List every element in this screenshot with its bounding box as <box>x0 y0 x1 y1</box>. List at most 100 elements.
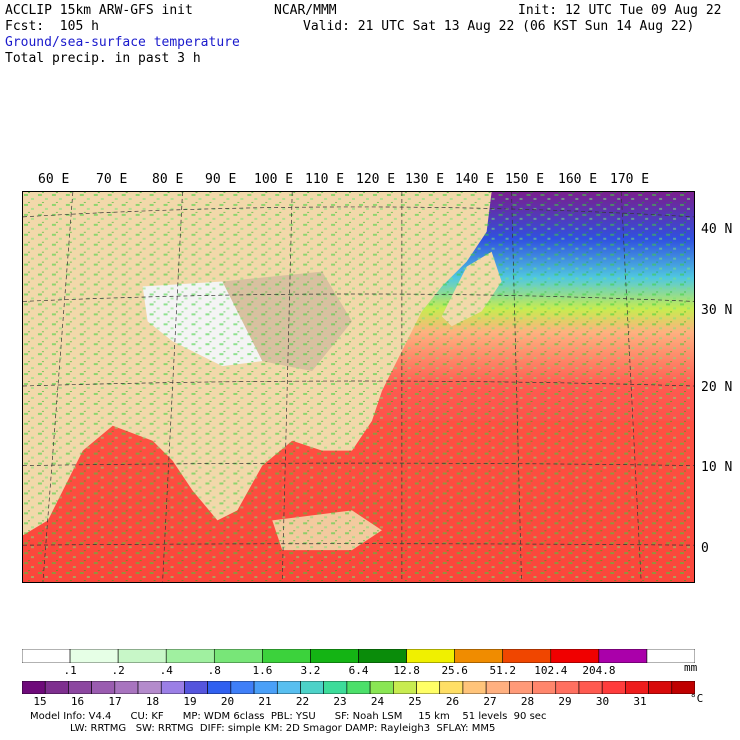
lon-label: 90 E <box>205 172 237 187</box>
lat-label: 30 N <box>701 303 733 318</box>
temperature-tick-label: 27 <box>483 695 497 708</box>
colorbar-swatch <box>276 681 301 694</box>
precip-overlay <box>23 192 694 582</box>
colorbar-swatch <box>648 681 673 694</box>
precip-tick-label: 6.4 <box>348 664 369 677</box>
model-info-line1: Model Info: V4.4 CU: KF MP: WDM 6class P… <box>30 711 547 722</box>
lat-label: 10 N <box>701 460 733 475</box>
temperature-unit: °C <box>690 692 704 705</box>
lon-label: 130 E <box>405 172 445 187</box>
lon-label: 60 E <box>38 172 70 187</box>
colorbar-swatch <box>346 681 371 694</box>
colorbar-swatch <box>22 649 71 663</box>
precip-tick-label: 204.8 <box>582 664 616 677</box>
temperature-tick-label: 28 <box>520 695 535 708</box>
temperature-tick-label: 17 <box>108 695 122 708</box>
precip-tick-label: 102.4 <box>534 664 568 677</box>
colorbar-swatch <box>91 681 116 694</box>
colorbar-swatch <box>262 649 311 663</box>
lon-label: 160 E <box>558 172 598 187</box>
colorbar-swatch <box>68 681 92 694</box>
org-label: NCAR/MMM <box>274 3 337 18</box>
temperature-tick-label: 31 <box>633 695 647 708</box>
graticule <box>23 192 694 582</box>
temperature-tick-label: 25 <box>408 695 422 708</box>
lon-label: 170 E <box>610 172 650 187</box>
temperature-tick-label: 16 <box>70 695 85 708</box>
valid-time: Valid: 21 UTC Sat 13 Aug 22 (06 KST Sun … <box>303 19 695 34</box>
colorbar-swatch <box>439 681 464 694</box>
colorbar-swatch <box>646 649 695 663</box>
lon-label: 120 E <box>356 172 396 187</box>
colorbar-swatch <box>578 681 603 694</box>
colorbar-swatch <box>114 681 139 694</box>
precip-colorbar <box>22 649 695 663</box>
colorbar-swatch <box>22 681 46 694</box>
field-title-precip: Total precip. in past 3 h <box>5 51 201 66</box>
lon-label: 150 E <box>505 172 545 187</box>
temperature-tick-label: 21 <box>258 695 272 708</box>
colorbar-swatch <box>369 681 394 694</box>
init-time: Init: 12 UTC Tue 09 Aug 22 <box>518 3 722 18</box>
colorbar-swatch <box>310 649 359 663</box>
colorbar-swatch <box>323 681 348 694</box>
precip-tick-label: .2 <box>111 664 125 677</box>
colorbar-swatch <box>406 649 455 663</box>
temperature-tick-label: 18 <box>145 695 160 708</box>
lon-label: 140 E <box>455 172 495 187</box>
colorbar-swatch <box>300 681 324 694</box>
colorbar-swatch <box>550 649 600 663</box>
colorbar-swatch <box>44 681 69 694</box>
lat-label: 0 <box>701 541 709 556</box>
colorbar-swatch <box>555 681 580 694</box>
colorbar-swatch <box>184 681 208 694</box>
lon-label: 70 E <box>96 172 128 187</box>
precip-tick-label: 12.8 <box>393 664 420 677</box>
colorbar-swatch <box>393 681 417 694</box>
colorbar-swatch <box>462 681 487 694</box>
colorbar-swatch <box>416 681 441 694</box>
temperature-tick-label: 26 <box>445 695 460 708</box>
colorbar-swatch <box>69 649 119 663</box>
lat-label: 20 N <box>701 380 733 395</box>
precip-tick-label: .1 <box>63 664 77 677</box>
colorbar-swatch <box>137 681 162 694</box>
colorbar-swatch <box>601 681 626 694</box>
colorbar-swatch <box>485 681 510 694</box>
colorbar-swatch <box>625 681 649 694</box>
field-title-temperature: Ground/sea-surface temperature <box>5 35 240 50</box>
temperature-tick-label: 19 <box>183 695 197 708</box>
colorbar-swatch <box>253 681 278 694</box>
colorbar-swatch <box>230 681 255 694</box>
precip-tick-label: .8 <box>207 664 221 677</box>
model-title: ACCLIP 15km ARW-GFS init <box>5 3 193 18</box>
temperature-tick-label: 30 <box>595 695 610 708</box>
precip-tick-label: 25.6 <box>441 664 468 677</box>
colorbar-swatch <box>358 649 407 663</box>
temperature-tick-label: 29 <box>558 695 572 708</box>
precip-tick-label: .4 <box>159 664 173 677</box>
precip-tick-label: 51.2 <box>489 664 517 677</box>
colorbar-swatch <box>454 649 504 663</box>
precip-tick-label: 1.6 <box>252 664 273 677</box>
colorbar-swatch <box>502 649 552 663</box>
colorbar-swatch <box>207 681 232 694</box>
colorbar-swatch <box>532 681 557 694</box>
colorbar-swatch <box>213 649 263 663</box>
colorbar-swatch <box>117 649 167 663</box>
temperature-tick-label: 24 <box>370 695 385 708</box>
lon-label: 100 E <box>254 172 294 187</box>
precip-unit: mm <box>684 661 698 674</box>
precip-tick-label: 3.2 <box>300 664 321 677</box>
colorbar-swatch <box>598 649 648 663</box>
lat-label: 40 N <box>701 222 733 237</box>
model-info-line2: LW: RRTMG SW: RRTMG DIFF: simple KM: 2D … <box>70 723 496 734</box>
temperature-tick-label: 20 <box>220 695 235 708</box>
temperature-tick-label: 15 <box>33 695 47 708</box>
temperature-colorbar <box>22 681 695 694</box>
forecast-hour: Fcst: 105 h <box>5 19 99 34</box>
colorbar-swatch <box>509 681 533 694</box>
lon-label: 110 E <box>305 172 345 187</box>
temperature-tick-label: 23 <box>333 695 347 708</box>
lon-label: 80 E <box>152 172 184 187</box>
